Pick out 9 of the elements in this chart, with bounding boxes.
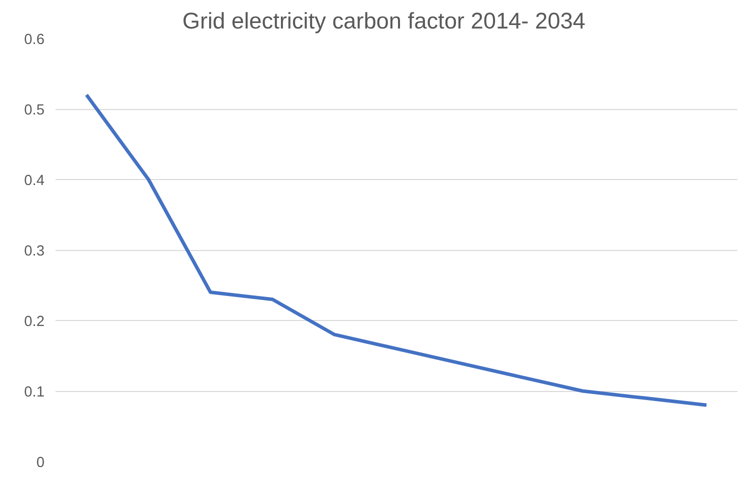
y-tick-label: 0.3 <box>24 244 44 260</box>
y-tick-label: 0 <box>36 455 45 471</box>
y-tick-label: 0.1 <box>24 384 44 400</box>
y-tick-label: 0.4 <box>24 173 44 189</box>
y-tick-label: 0.6 <box>24 32 44 48</box>
chart-title: Grid electricity carbon factor 2014- 2034 <box>182 8 586 34</box>
y-tick-label: 0.2 <box>24 314 44 330</box>
y-tick-label: 0.5 <box>24 102 44 118</box>
line-series <box>84 93 708 407</box>
